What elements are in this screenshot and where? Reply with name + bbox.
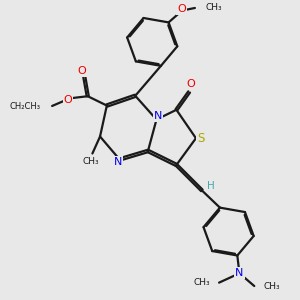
Text: N: N: [235, 268, 244, 278]
Text: CH₃: CH₃: [193, 278, 210, 287]
Text: CH₂CH₃: CH₂CH₃: [9, 102, 40, 111]
Text: N: N: [114, 157, 122, 166]
Text: N: N: [154, 111, 162, 121]
Text: CH₃: CH₃: [206, 3, 223, 12]
Text: O: O: [187, 79, 195, 89]
Text: CH₃: CH₃: [82, 157, 99, 166]
Text: O: O: [77, 66, 86, 76]
Text: CH₃: CH₃: [264, 282, 280, 291]
Text: S: S: [197, 132, 205, 145]
Text: H: H: [207, 181, 215, 191]
Text: O: O: [177, 4, 186, 14]
Text: O: O: [64, 95, 73, 105]
